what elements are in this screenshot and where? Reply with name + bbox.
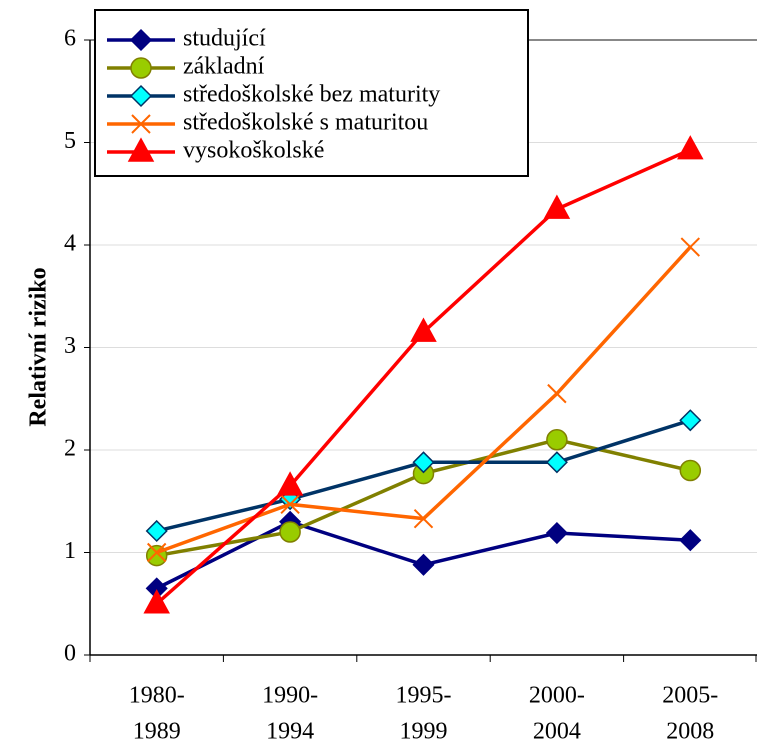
point: [412, 553, 435, 576]
y-tick-label: 5: [64, 128, 76, 154]
legend-label: středoškolské bez maturity: [183, 82, 440, 108]
point: [127, 137, 155, 162]
point: [129, 84, 153, 108]
y-tick-label: 4: [64, 231, 76, 257]
point: [145, 519, 168, 543]
point: [130, 57, 152, 79]
x-tick-label: 1980-: [129, 683, 185, 709]
point: [280, 494, 300, 515]
point: [679, 529, 702, 552]
point: [679, 409, 702, 432]
y-tick-label: 2: [64, 436, 76, 462]
point: [680, 237, 701, 257]
point: [143, 589, 170, 614]
point: [545, 451, 568, 474]
point: [543, 194, 571, 219]
point: [129, 28, 153, 52]
point: [677, 135, 704, 160]
x-tick-label: 2004: [533, 719, 581, 745]
legend-label: základní: [183, 54, 265, 80]
x-tick-label: 2000-: [529, 683, 585, 709]
point: [412, 451, 435, 474]
y-tick-label: 0: [64, 641, 76, 667]
y-axis-label: Relativní riziko: [26, 267, 52, 426]
x-tick-label: 1990-: [262, 683, 318, 709]
point: [146, 542, 167, 563]
x-tick-label: 2008: [666, 719, 714, 745]
y-tick-label: 1: [64, 538, 76, 564]
point: [276, 471, 304, 496]
x-tick-label: 1989: [133, 719, 181, 745]
legend-label: studující: [183, 26, 266, 52]
point: [547, 383, 567, 404]
legend-label: středoškolské s maturitou: [183, 110, 428, 136]
series-line: [156, 245, 692, 555]
point: [279, 521, 301, 543]
y-tick-label: 3: [64, 333, 76, 359]
point: [679, 459, 702, 482]
x-tick-label: 1994: [266, 719, 314, 745]
point: [410, 317, 437, 342]
point: [546, 429, 568, 451]
x-tick-label: 1999: [400, 719, 448, 745]
x-tick-label: 1995-: [396, 683, 452, 709]
x-tick-label: 2005-: [662, 683, 718, 709]
legend-label: vysokoškolské: [183, 138, 324, 164]
y-tick-label: 6: [64, 26, 76, 52]
point: [131, 114, 151, 134]
point: [413, 508, 434, 529]
legend: [94, 9, 529, 177]
point: [545, 521, 568, 545]
